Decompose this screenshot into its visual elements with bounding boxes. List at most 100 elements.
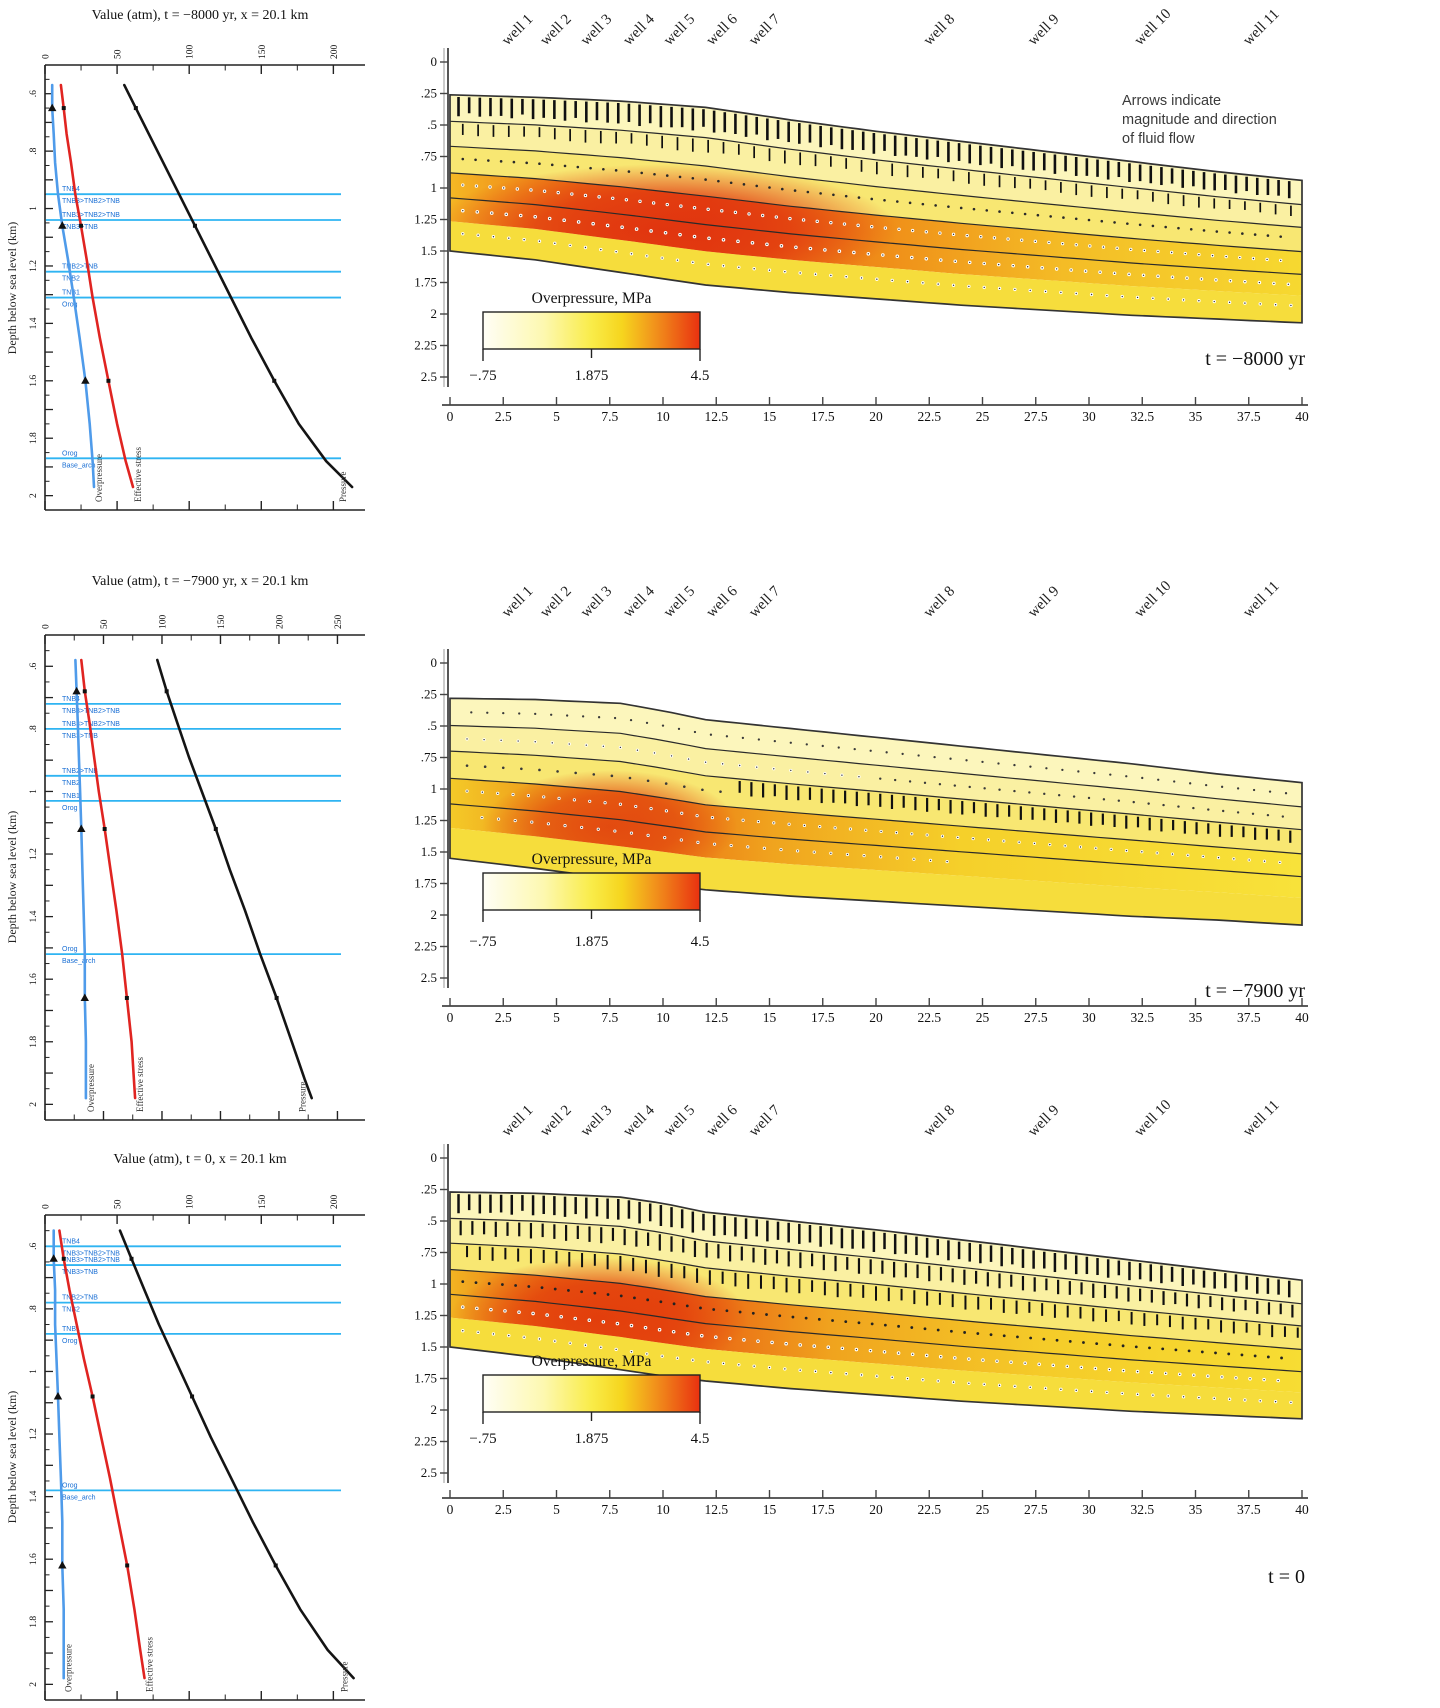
- svg-text:TNB3>TNB2>TNB: TNB3>TNB2>TNB: [62, 1250, 120, 1257]
- svg-text:40: 40: [1295, 1010, 1309, 1025]
- svg-text:2.5: 2.5: [421, 369, 437, 384]
- svg-text:well 9: well 9: [1025, 583, 1063, 621]
- svg-text:37.5: 37.5: [1237, 409, 1261, 424]
- svg-text:well 3: well 3: [578, 583, 616, 621]
- svg-text:Overpressure: Overpressure: [86, 1064, 96, 1112]
- svg-text:0: 0: [42, 54, 52, 59]
- svg-text:well 10: well 10: [1132, 578, 1175, 621]
- svg-text:0: 0: [42, 1204, 52, 1209]
- svg-text:well 8: well 8: [921, 583, 959, 621]
- svg-text:4.5: 4.5: [691, 1431, 710, 1447]
- svg-text:well 6: well 6: [703, 583, 741, 621]
- svg-text:1.875: 1.875: [575, 934, 609, 950]
- svg-text:1.6: 1.6: [29, 375, 39, 387]
- svg-text:20: 20: [869, 1010, 883, 1025]
- svg-text:Base_arch: Base_arch: [62, 958, 96, 965]
- svg-text:TNB2: TNB2: [62, 780, 80, 787]
- svg-text:well 3: well 3: [578, 1102, 616, 1140]
- svg-text:TNB4: TNB4: [62, 186, 80, 193]
- svg-text:17.5: 17.5: [811, 409, 835, 424]
- svg-text:32.5: 32.5: [1130, 409, 1154, 424]
- svg-text:15: 15: [763, 409, 777, 424]
- svg-text:Orog: Orog: [62, 1338, 78, 1345]
- svg-text:TNB2: TNB2: [62, 1307, 80, 1314]
- svg-text:TNB3>TNB2>TNB: TNB3>TNB2>TNB: [62, 212, 120, 219]
- svg-text:.5: .5: [427, 1213, 437, 1228]
- svg-text:20: 20: [869, 409, 883, 424]
- svg-text:TNB3>TNB2>TNB: TNB3>TNB2>TNB: [62, 708, 120, 715]
- svg-text:Base_arch: Base_arch: [62, 1494, 96, 1501]
- svg-text:Pressure: Pressure: [340, 1662, 350, 1693]
- section-chart-t-minus-8000: well 1 well 2 well 3 well 4 well 5 well 6 well…: [414, 6, 1309, 424]
- svg-text:1: 1: [431, 781, 438, 796]
- svg-text:TNB1: TNB1: [62, 1326, 80, 1333]
- svg-text:2: 2: [29, 1682, 39, 1687]
- svg-text:1.8: 1.8: [29, 1616, 39, 1628]
- svg-text:Overpressure, MPa: Overpressure, MPa: [532, 851, 652, 868]
- svg-text:30: 30: [1082, 1502, 1096, 1517]
- svg-text:TNB3>TNB2>TNB: TNB3>TNB2>TNB: [62, 198, 120, 205]
- svg-text:40: 40: [1295, 409, 1309, 424]
- svg-text:100: 100: [186, 45, 196, 60]
- svg-text:Pressure: Pressure: [338, 472, 348, 503]
- svg-text:0: 0: [42, 624, 52, 629]
- svg-text:1: 1: [29, 789, 39, 794]
- section-chart-t-minus-7900: well 1 well 2 well 3 well 4 well 5 well 6 well…: [414, 578, 1309, 1025]
- svg-text:25: 25: [976, 1010, 990, 1025]
- svg-text:2.5: 2.5: [495, 1502, 512, 1517]
- time-label-3: t = 0: [1268, 1566, 1305, 1588]
- svg-text:well 9: well 9: [1025, 11, 1063, 49]
- svg-text:100: 100: [186, 1195, 196, 1210]
- svg-text:Orog: Orog: [62, 302, 78, 309]
- svg-text:7.5: 7.5: [601, 1502, 618, 1517]
- svg-text:.75: .75: [421, 149, 437, 164]
- svg-text:well 3: well 3: [578, 11, 616, 49]
- svg-text:2.5: 2.5: [495, 409, 512, 424]
- svg-text:2.25: 2.25: [414, 939, 437, 954]
- svg-text:7.5: 7.5: [601, 409, 618, 424]
- svg-text:17.5: 17.5: [811, 1502, 835, 1517]
- svg-text:200: 200: [330, 1195, 340, 1210]
- svg-text:12.5: 12.5: [704, 1010, 728, 1025]
- svg-text:.6: .6: [29, 1242, 39, 1249]
- svg-text:100: 100: [158, 615, 168, 630]
- svg-text:−.75: −.75: [469, 1431, 496, 1447]
- svg-text:1.4: 1.4: [29, 317, 39, 329]
- svg-text:well 4: well 4: [620, 1102, 658, 1140]
- svg-text:1.8: 1.8: [29, 1036, 39, 1048]
- svg-text:150: 150: [217, 615, 227, 630]
- svg-text:well 6: well 6: [703, 11, 741, 49]
- svg-text:.75: .75: [421, 750, 437, 765]
- svg-text:25: 25: [976, 1502, 990, 1517]
- svg-text:1.2: 1.2: [29, 848, 39, 860]
- svg-text:10: 10: [656, 1010, 670, 1025]
- svg-text:well 4: well 4: [620, 11, 658, 49]
- profile-title-3: Value (atm), t = 0, x = 20.1 km: [113, 1152, 287, 1167]
- svg-text:25: 25: [976, 409, 990, 424]
- svg-text:well 10: well 10: [1132, 6, 1175, 49]
- svg-text:well 2: well 2: [537, 583, 575, 621]
- time-label-2: t = −7900 yr: [1205, 980, 1305, 1002]
- svg-text:4.5: 4.5: [691, 368, 710, 384]
- svg-text:1.5: 1.5: [421, 844, 437, 859]
- svg-text:well 6: well 6: [703, 1102, 741, 1140]
- svg-text:2: 2: [431, 907, 438, 922]
- svg-text:0: 0: [447, 1010, 454, 1025]
- svg-text:30: 30: [1082, 1010, 1096, 1025]
- svg-text:well 5: well 5: [661, 583, 699, 621]
- svg-text:1.2: 1.2: [29, 260, 39, 272]
- svg-text:27.5: 27.5: [1024, 1502, 1048, 1517]
- svg-text:50: 50: [114, 49, 124, 59]
- svg-text:2.5: 2.5: [421, 970, 437, 985]
- svg-text:well 5: well 5: [661, 11, 699, 49]
- svg-text:TNB3>TNB: TNB3>TNB: [62, 1269, 98, 1276]
- svg-text:27.5: 27.5: [1024, 1010, 1048, 1025]
- svg-text:15: 15: [763, 1010, 777, 1025]
- svg-text:37.5: 37.5: [1237, 1502, 1261, 1517]
- svg-text:10: 10: [656, 409, 670, 424]
- svg-text:.6: .6: [29, 662, 39, 669]
- svg-text:35: 35: [1189, 1502, 1203, 1517]
- svg-text:.8: .8: [29, 1305, 39, 1312]
- svg-text:well 1: well 1: [499, 583, 537, 621]
